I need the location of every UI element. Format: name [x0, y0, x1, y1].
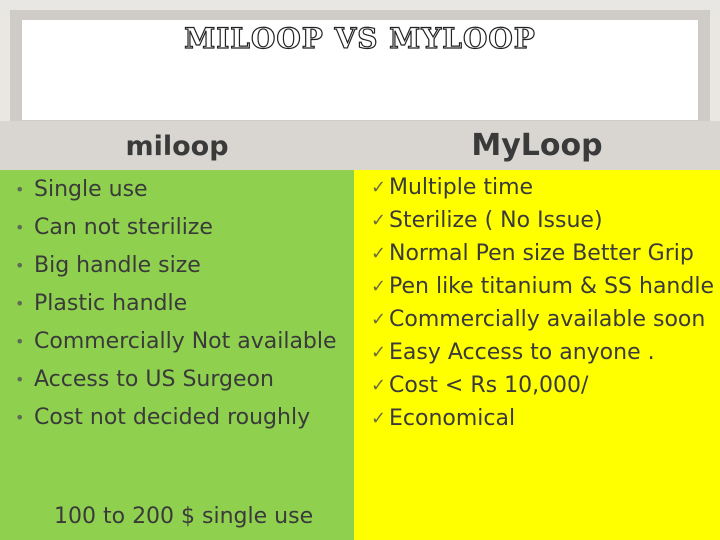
bullet-icon: • — [15, 294, 25, 313]
list-item-text: Economical — [389, 406, 516, 431]
list-item-text: Sterilize ( No Issue) — [389, 208, 603, 233]
list-item: ✓ Easy Access to anyone . — [354, 339, 720, 367]
list-item-text: Can not sterilize — [34, 215, 213, 240]
list-item: ✓ Economical — [354, 405, 720, 433]
cost-sub-note: 100 to 200 $ single use — [54, 504, 314, 529]
title-panel — [22, 20, 698, 120]
miloop-list: • Single use • Can not sterilize • Big hand… — [0, 175, 354, 441]
check-icon: ✓ — [371, 177, 387, 198]
list-item-text: Single use — [34, 177, 148, 202]
bullet-icon: • — [15, 180, 25, 199]
list-item: ✓ Pen like titanium & SS handle — [354, 273, 720, 301]
list-item-text: Multiple time — [389, 175, 534, 200]
bullet-icon: • — [15, 332, 25, 351]
list-item-text: Pen like titanium & SS handle — [389, 274, 714, 299]
list-item: • Cost not decided roughly — [0, 403, 354, 433]
slide-title: MILOOP VS MYLOOP — [184, 21, 536, 55]
table-header-band — [0, 121, 720, 170]
check-icon: ✓ — [371, 243, 387, 264]
myloop-heading: MyLoop — [471, 128, 603, 163]
miloop-panel — [0, 170, 354, 540]
list-item: • Access to US Surgeon — [0, 365, 354, 395]
list-item-text: Easy Access to anyone . — [389, 340, 655, 365]
list-item: • Single use — [0, 175, 354, 205]
list-item: ✓ Normal Pen size Better Grip — [354, 240, 720, 268]
bullet-icon: • — [15, 370, 25, 389]
check-icon: ✓ — [371, 309, 387, 330]
list-item-text: Cost < Rs 10,000/ — [389, 373, 589, 398]
bullet-icon: • — [15, 256, 25, 275]
list-item-text: Big handle size — [34, 253, 201, 278]
list-item-text: Commercially Not available — [34, 329, 337, 354]
miloop-heading: miloop — [125, 131, 229, 162]
myloop-list: ✓ Multiple time ✓ Sterilize ( No Issue) ✓ N… — [354, 174, 720, 438]
list-item: ✓ Cost < Rs 10,000/ — [354, 372, 720, 400]
list-item: • Big handle size — [0, 251, 354, 281]
bullet-icon: • — [15, 408, 25, 427]
check-icon: ✓ — [371, 210, 387, 231]
list-item-text: Plastic handle — [34, 291, 188, 316]
list-item: • Commercially Not available — [0, 327, 354, 357]
list-item: ✓ Commercially available soon — [354, 306, 720, 334]
list-item: • Plastic handle — [0, 289, 354, 319]
check-icon: ✓ — [371, 342, 387, 363]
list-item: • Can not sterilize — [0, 213, 354, 243]
list-item-text: Normal Pen size Better Grip — [389, 241, 694, 266]
list-item: ✓ Sterilize ( No Issue) — [354, 207, 720, 235]
list-item-text: Cost not decided roughly — [34, 405, 311, 430]
bullet-icon: • — [15, 218, 25, 237]
list-item-text: Access to US Surgeon — [34, 367, 274, 392]
myloop-panel — [354, 170, 720, 540]
list-item-text: Commercially available soon — [389, 307, 706, 332]
list-item: ✓ Multiple time — [354, 174, 720, 202]
check-icon: ✓ — [371, 408, 387, 429]
check-icon: ✓ — [371, 276, 387, 297]
check-icon: ✓ — [371, 375, 387, 396]
